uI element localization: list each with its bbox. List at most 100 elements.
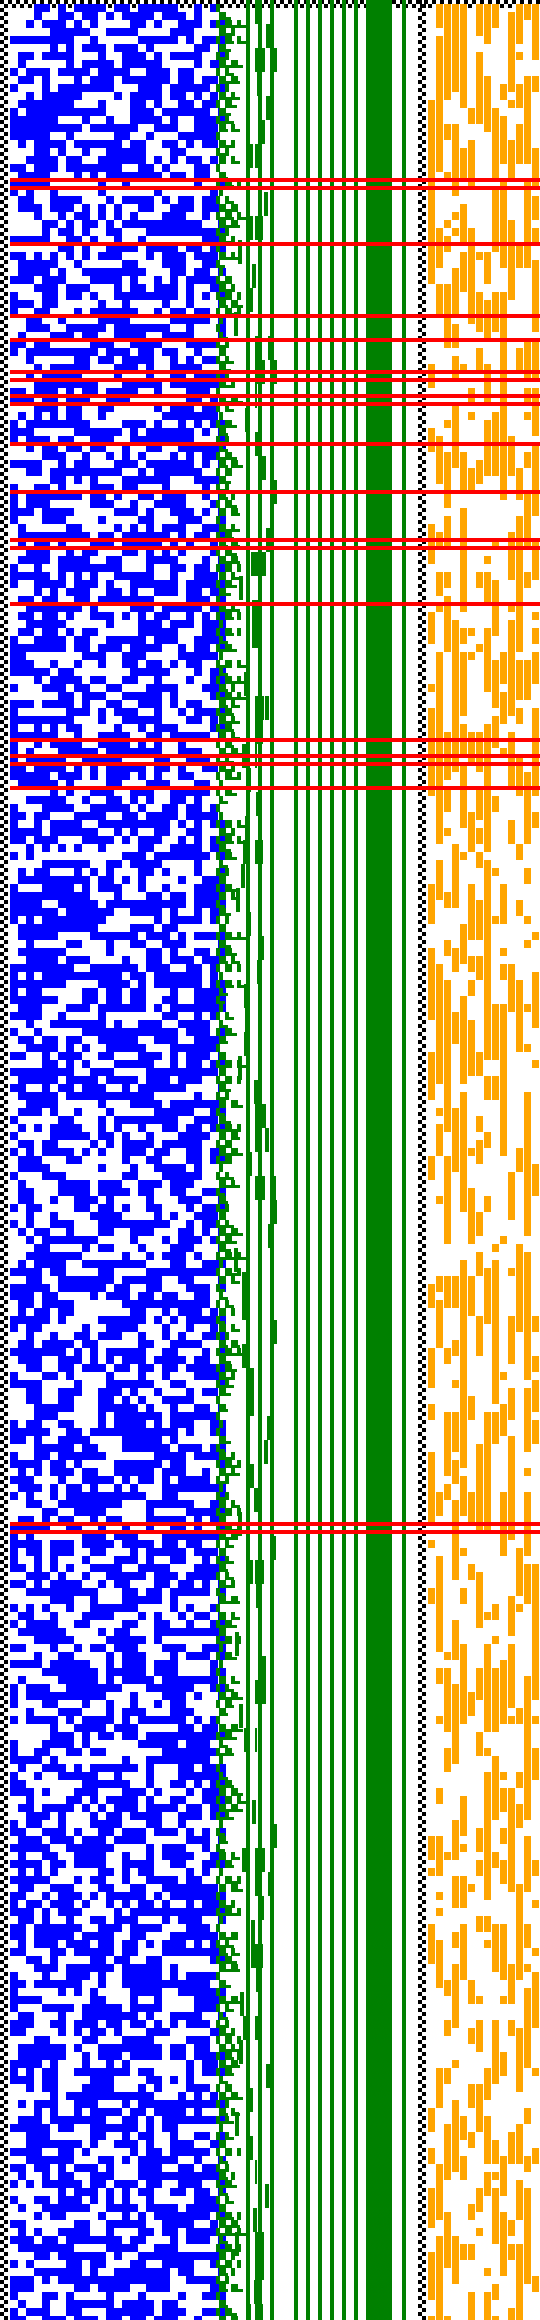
blue-cell [138,692,146,700]
blue-cell [58,1116,66,1124]
blue-cell [50,1260,58,1268]
border-dot [200,0,204,4]
blue-cell [106,540,114,548]
blue-cell [10,764,18,772]
border-dot [418,288,422,292]
blue-cell [146,1300,154,1308]
blue-cell [114,1348,122,1356]
blue-cell [58,948,66,956]
border-dot [0,1104,4,1108]
blue-cell [82,452,90,460]
blue-cell [82,1860,90,1868]
blue-cell [202,1356,210,1364]
border-dot [418,2168,422,2172]
blue-cell [66,364,74,372]
blue-cell [66,1356,74,1364]
blue-cell [178,68,186,76]
blue-cell [194,396,202,404]
border-dot [418,1376,422,1380]
blue-cell [66,1564,74,1572]
blue-cell [26,644,34,652]
border-dot [418,80,422,84]
blue-cell [170,564,178,572]
blue-cell [90,1788,98,1796]
blue-cell [26,900,34,908]
blue-cell [122,596,130,604]
blue-cell [210,1804,218,1812]
blue-cell [146,572,154,580]
blue-cell [10,564,18,572]
border-dot [418,504,422,508]
blue-cell [10,516,18,524]
blue-cell [146,1364,154,1372]
blue-cell [146,44,154,52]
border-dot [418,24,422,28]
blue-cell [26,1572,34,1580]
blue-cell [74,924,82,932]
border-dot [4,1988,8,1992]
border-dot [422,1852,426,1856]
border-dot [422,820,426,824]
blue-cell [194,1092,202,1100]
blue-cell [122,1172,130,1180]
blue-cell [162,1732,170,1740]
blue-cell [18,252,26,260]
blue-cell [34,1636,42,1644]
blue-cell [162,1324,170,1332]
blue-cell [42,4,50,12]
blue-cell [186,84,194,92]
blue-cell [82,60,90,68]
blue-cell [210,1036,218,1044]
blue-cell [42,348,50,356]
blue-cell [122,244,130,252]
blue-cell [114,1804,122,1812]
blue-cell [162,1628,170,1636]
border-dot [422,1188,426,1192]
blue-cell [154,892,162,900]
blue-cell [74,196,82,204]
blue-cell [18,1268,26,1276]
border-dot [4,844,8,848]
blue-cell [26,572,34,580]
border-dot [418,720,422,724]
border-dot [422,148,426,152]
blue-cell [66,1428,74,1436]
blue-cell [122,1732,130,1740]
blue-cell [186,1428,194,1436]
blue-cell [210,820,218,828]
blue-cell [34,1716,42,1724]
blue-cell [218,1028,226,1036]
blue-cell [186,1244,194,1252]
blue-cell [170,1556,178,1564]
blue-cell [178,1852,186,1860]
blue-cell [26,1380,34,1388]
blue-cell [66,1020,74,1028]
blue-cell [210,1324,218,1332]
blue-cell [50,1332,58,1340]
blue-cell [186,292,194,300]
blue-cell [90,1860,98,1868]
blue-cell [162,1876,170,1884]
blue-cell [34,564,42,572]
blue-cell [146,1252,154,1260]
blue-cell [34,180,42,188]
blue-cell [66,788,74,796]
blue-cell [34,676,42,684]
blue-cell [138,972,146,980]
blue-cell [154,68,162,76]
blue-cell [50,412,58,420]
border-dot [422,1756,426,1760]
blue-cell [90,1276,98,1284]
blue-cell [138,1228,146,1236]
blue-cell [178,1180,186,1188]
border-dot [422,1596,426,1600]
blue-cell [106,796,114,804]
border-dot [422,1924,426,1928]
border-dot [0,1040,4,1044]
border-dot [0,2200,4,2204]
blue-cell [122,676,130,684]
blue-cell [178,1772,186,1780]
border-dot [422,1316,426,1320]
blue-cell [114,1092,122,1100]
blue-cell [138,1004,146,1012]
